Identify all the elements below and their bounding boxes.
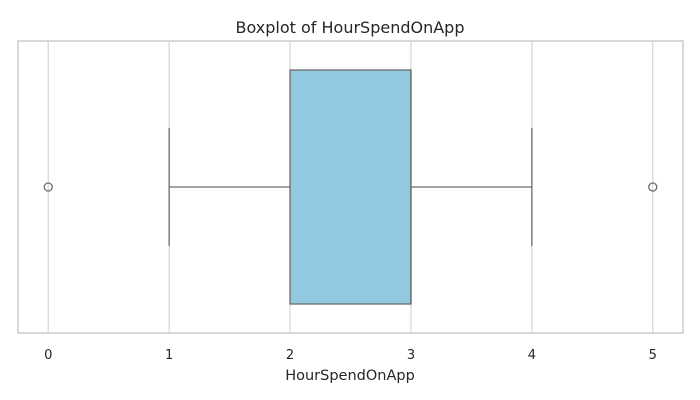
x-tick-labels: 0 1 2 3 4 5 bbox=[44, 348, 657, 363]
outlier-point-0 bbox=[43, 182, 53, 192]
x-tick-label-0: 0 bbox=[44, 348, 52, 363]
x-tick-label-1: 1 bbox=[165, 348, 173, 363]
x-axis-label: HourSpendOnApp bbox=[285, 368, 415, 384]
plot-frame bbox=[17, 40, 684, 334]
x-tick-label-2: 2 bbox=[286, 348, 294, 363]
x-tick-label-3: 3 bbox=[407, 348, 415, 363]
interquartile-box bbox=[289, 69, 412, 305]
x-tick-label-5: 5 bbox=[649, 348, 657, 363]
outlier-point-1 bbox=[648, 182, 658, 192]
x-tick-label-4: 4 bbox=[528, 348, 536, 363]
box-group bbox=[43, 69, 658, 305]
chart-title: Boxplot of HourSpendOnApp bbox=[236, 18, 465, 37]
